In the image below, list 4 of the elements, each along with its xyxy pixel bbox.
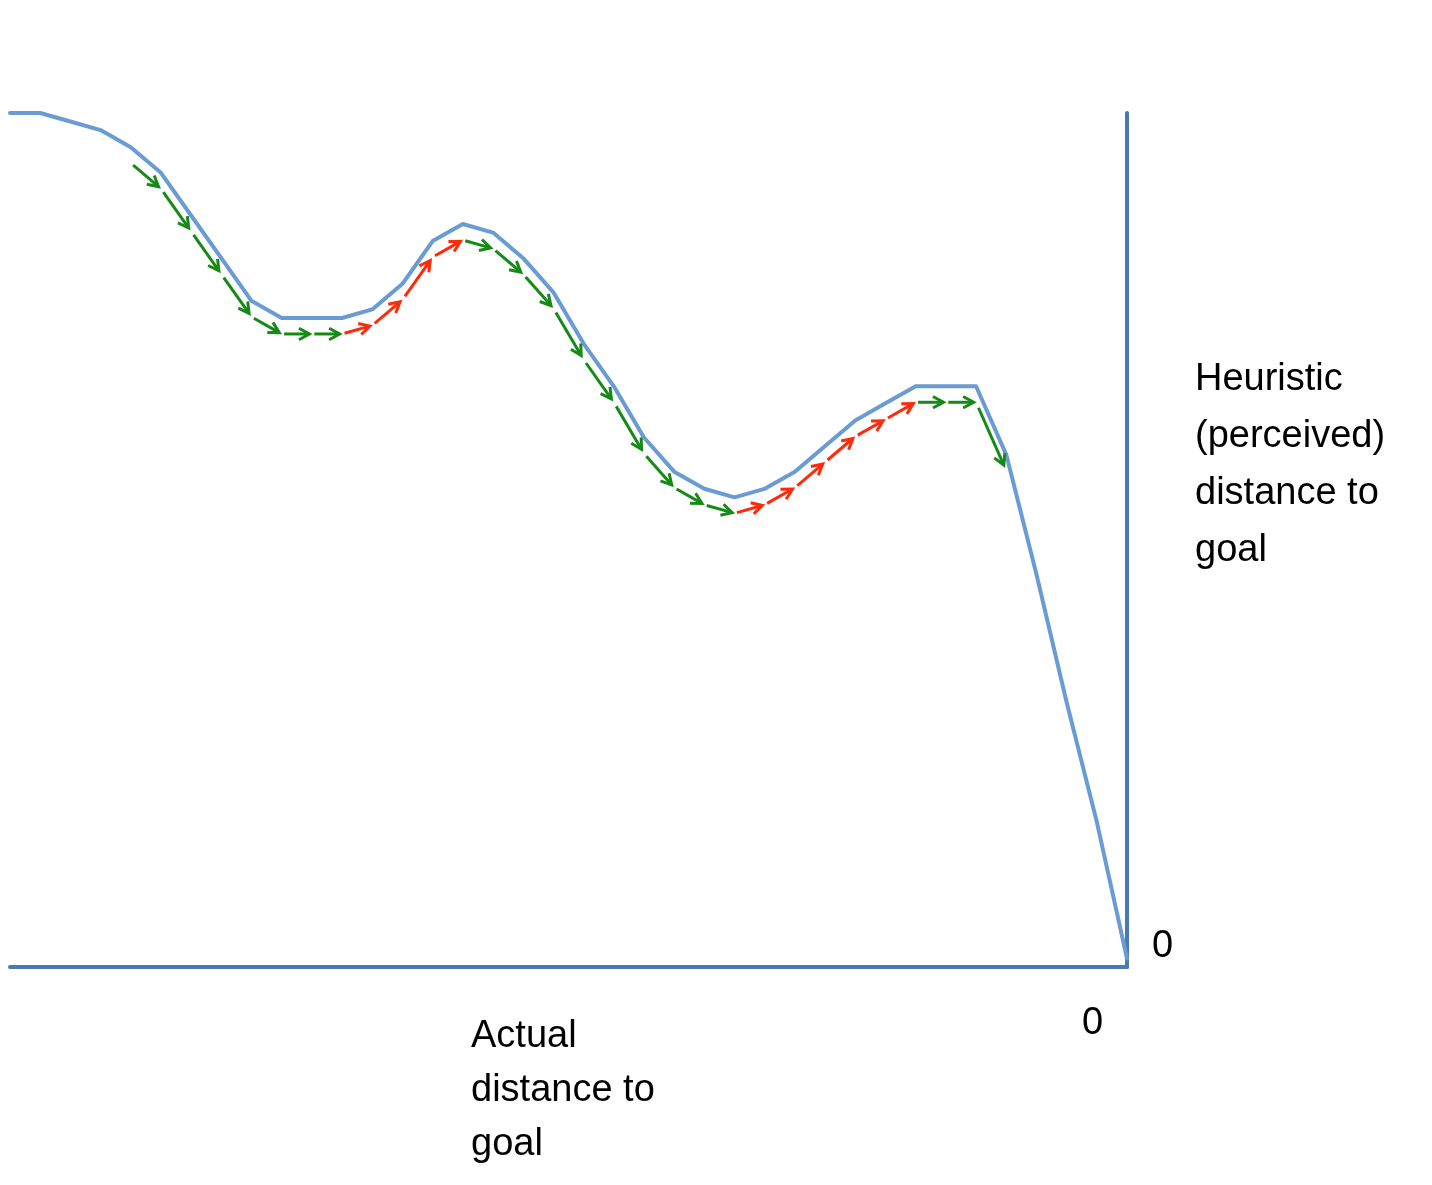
y-axis-title: Heuristic (perceived) distance to goal <box>1195 355 1396 569</box>
text: 0 <box>1152 923 1174 965</box>
x-axis-title: Actual distance to goal <box>471 1013 666 1163</box>
text: 0 <box>1082 1000 1104 1042</box>
